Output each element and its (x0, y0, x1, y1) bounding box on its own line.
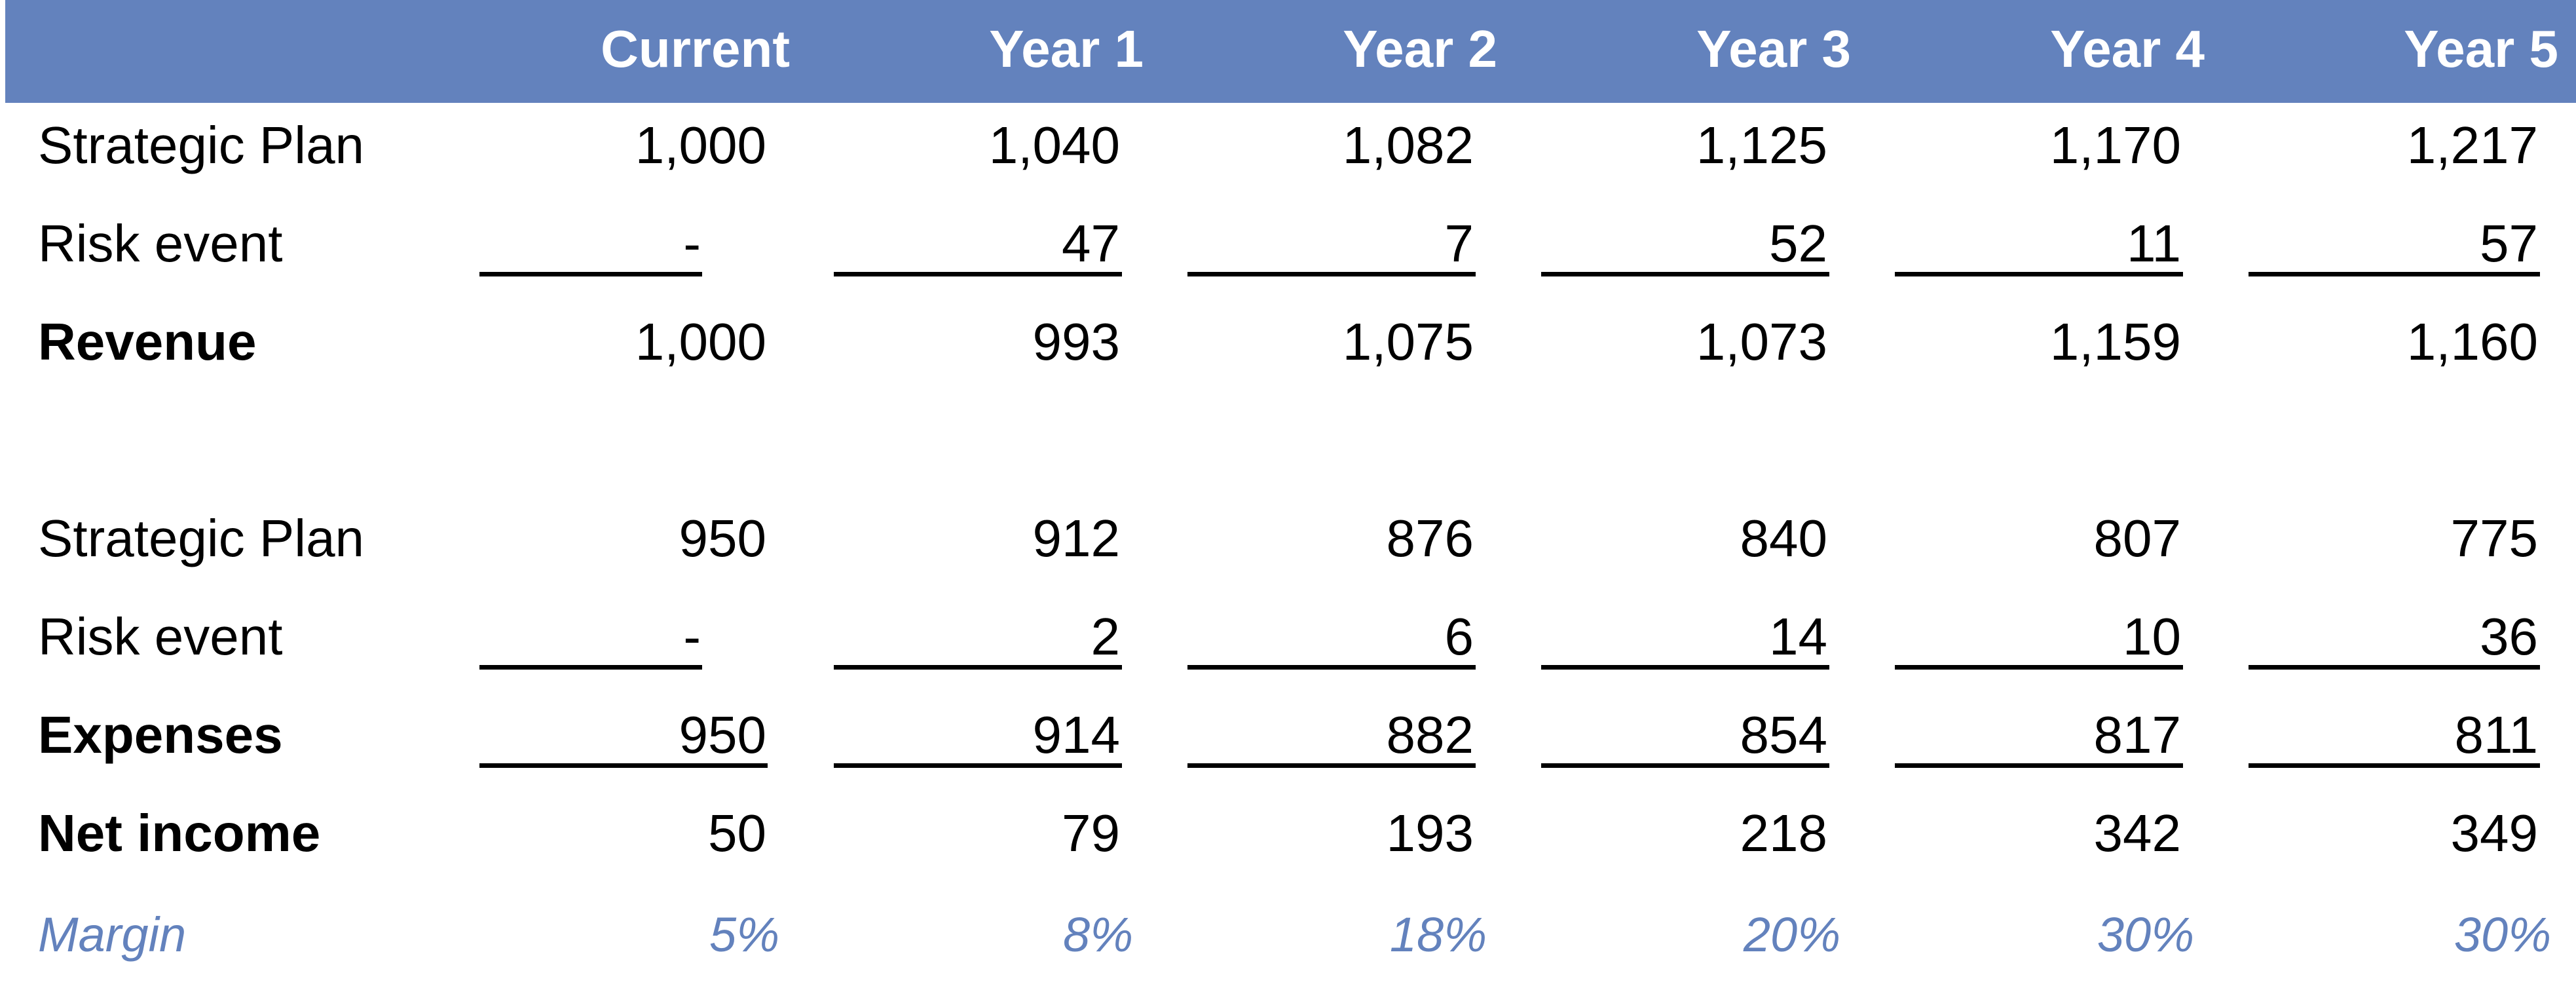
value-current: 1,000 (635, 313, 766, 371)
value-year-4: 10 (2123, 607, 2181, 666)
value-year-1: 912 (1032, 509, 1120, 567)
expenses-strategic-plan-row: Strategic Plan 950 912 876 840 807 775 (0, 496, 2576, 581)
value-year-4: 342 (2093, 804, 2181, 862)
subtotal-underline (1187, 272, 1476, 276)
value-year-3: 20% (1743, 907, 1840, 962)
total-underline (2249, 763, 2540, 768)
value-year-1: 993 (1032, 313, 1120, 371)
subtotal-underline (479, 272, 702, 276)
value-year-2: 193 (1386, 804, 1474, 862)
value-year-1: 79 (1062, 804, 1120, 862)
value-year-3: 854 (1740, 706, 1827, 764)
subtotal-underline (1895, 665, 2183, 670)
value-current: 50 (708, 804, 766, 862)
value-year-2: 6 (1444, 607, 1474, 666)
column-header-year-2: Year 2 (1343, 20, 1497, 78)
subtotal-underline (1541, 665, 1829, 670)
revenue-risk-event-row: Risk event - 47 7 52 11 57 (0, 201, 2576, 286)
value-current: 950 (679, 706, 766, 764)
row-label: Strategic Plan (38, 509, 365, 567)
column-header-year-1: Year 1 (989, 20, 1144, 78)
value-year-5: 775 (2450, 509, 2538, 567)
subtotal-underline (834, 665, 1122, 670)
value-year-4: 807 (2093, 509, 2181, 567)
value-year-1: 1,040 (988, 116, 1120, 174)
value-year-1: 914 (1032, 706, 1120, 764)
value-year-5: 1,160 (2406, 313, 2538, 371)
subtotal-underline (1187, 665, 1476, 670)
subtotal-underline (2249, 665, 2540, 670)
value-year-2: 7 (1444, 214, 1474, 273)
total-underline (834, 763, 1122, 768)
value-year-4: 817 (2093, 706, 2181, 764)
total-underline (1187, 763, 1476, 768)
value-year-2: 1,082 (1342, 116, 1474, 174)
subtotal-underline (834, 272, 1122, 276)
row-label: Risk event (38, 214, 283, 273)
value-year-3: 14 (1769, 607, 1827, 666)
row-label: Revenue (38, 313, 257, 371)
value-year-3: 1,125 (1696, 116, 1827, 174)
value-year-3: 840 (1740, 509, 1827, 567)
column-header-year-3: Year 3 (1696, 20, 1851, 78)
value-year-5: 30% (2454, 907, 2551, 962)
subtotal-underline (1895, 272, 2183, 276)
column-header-current: Current (601, 20, 790, 78)
expenses-total-row: Expenses 950 914 882 854 817 811 (0, 693, 2576, 778)
row-label: Risk event (38, 607, 283, 666)
value-year-3: 1,073 (1696, 313, 1827, 371)
value-year-2: 882 (1386, 706, 1474, 764)
value-year-4: 11 (2126, 214, 2181, 273)
value-current: - (683, 607, 701, 666)
margin-row: Margin 5% 8% 18% 20% 30% 30% (0, 892, 2576, 978)
row-label: Expenses (38, 706, 283, 764)
revenue-strategic-plan-row: Strategic Plan 1,000 1,040 1,082 1,125 1… (0, 103, 2576, 188)
value-current: 1,000 (635, 116, 766, 174)
value-year-4: 30% (2097, 907, 2194, 962)
total-underline (1895, 763, 2183, 768)
total-underline (479, 763, 768, 768)
value-year-5: 1,217 (2406, 116, 2538, 174)
value-year-5: 57 (2480, 214, 2538, 273)
row-label: Margin (38, 907, 187, 962)
value-year-3: 218 (1740, 804, 1827, 862)
subtotal-underline (2249, 272, 2540, 276)
value-year-5: 36 (2480, 607, 2538, 666)
value-year-5: 811 (2454, 706, 2538, 764)
column-header-year-4: Year 4 (2050, 20, 2205, 78)
expenses-risk-event-row: Risk event - 2 6 14 10 36 (0, 594, 2576, 679)
total-underline (1541, 763, 1829, 768)
subtotal-underline (1541, 272, 1829, 276)
value-year-4: 1,159 (2049, 313, 2181, 371)
value-year-2: 1,075 (1342, 313, 1474, 371)
value-year-2: 876 (1386, 509, 1474, 567)
value-current: - (683, 214, 701, 273)
value-year-5: 349 (2450, 804, 2538, 862)
column-header-year-5: Year 5 (2404, 20, 2558, 78)
value-year-1: 47 (1062, 214, 1120, 273)
row-label: Net income (38, 804, 321, 862)
revenue-total-row: Revenue 1,000 993 1,075 1,073 1,159 1,16… (0, 299, 2576, 385)
value-year-2: 18% (1389, 907, 1487, 962)
header-row: Current Year 1 Year 2 Year 3 Year 4 Year… (5, 0, 2576, 103)
value-current: 950 (679, 509, 766, 567)
value-year-1: 2 (1091, 607, 1121, 666)
value-current: 5% (709, 907, 779, 962)
subtotal-underline (479, 665, 702, 670)
net-income-row: Net income 50 79 193 218 342 349 (0, 791, 2576, 876)
value-year-1: 8% (1063, 907, 1133, 962)
row-label: Strategic Plan (38, 116, 365, 174)
value-year-4: 1,170 (2049, 116, 2181, 174)
value-year-3: 52 (1769, 214, 1827, 273)
